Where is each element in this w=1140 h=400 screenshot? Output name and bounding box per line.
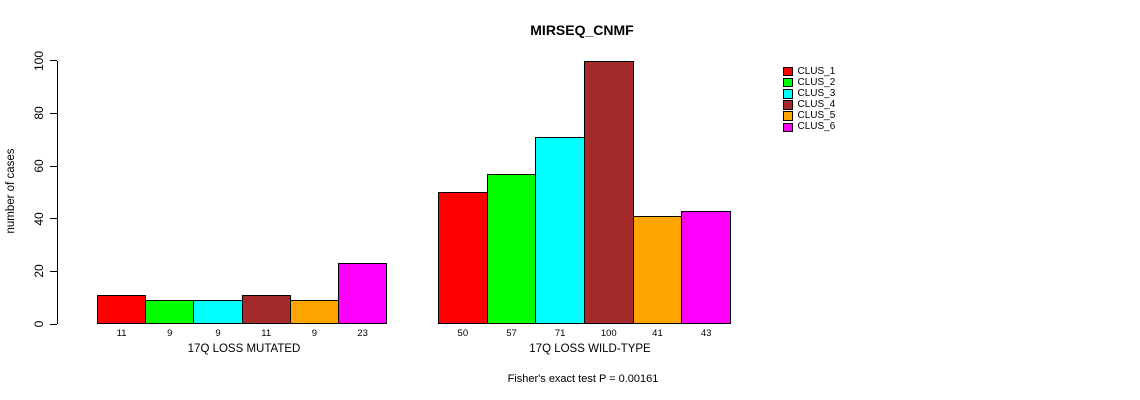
legend-item-label: CLUS_1 — [797, 65, 836, 77]
category-label-group1: 17Q LOSS MUTATED — [187, 343, 301, 355]
bar-value-label: 23 — [357, 328, 368, 339]
y-tick — [50, 218, 57, 220]
bar-clus_2-group2 — [486, 173, 537, 324]
bar-clus_1-group2 — [438, 192, 488, 324]
legend-item-clus_2: CLUS_2 — [783, 77, 835, 88]
legend-item-clus_4: CLUS_4 — [783, 99, 835, 110]
y-tick — [50, 60, 57, 62]
bar-value-label: 71 — [554, 328, 566, 339]
y-tick-label: 100 — [32, 50, 46, 71]
bar-clus_3-group1 — [193, 300, 243, 324]
legend-item-clus_6: CLUS_6 — [783, 122, 835, 133]
bar-clus_5-group1 — [289, 300, 339, 324]
legend-item-clus_5: CLUS_5 — [783, 111, 835, 122]
bar-value-label: 50 — [457, 328, 469, 339]
y-tick-label: 40 — [32, 211, 46, 226]
legend: CLUS_1 CLUS_2 CLUS_3 CLUS_4 CLUS_5 CLUS_6 — [783, 66, 835, 133]
fisher-test-annotation: Fisher's exact test P = 0.00161 — [507, 373, 659, 385]
y-tick-label: 20 — [32, 264, 46, 279]
legend-item-label: CLUS_5 — [797, 110, 836, 122]
y-tick — [50, 165, 57, 167]
y-tick-label: 0 — [32, 320, 46, 328]
bar-value-label: 11 — [261, 328, 272, 339]
y-tick — [50, 270, 57, 272]
bar-clus_4-group1 — [241, 295, 291, 324]
legend-item-clus_3: CLUS_3 — [783, 88, 835, 99]
bar-clus_5-group2 — [632, 216, 683, 324]
legend-swatch-clus_3 — [783, 89, 793, 99]
y-axis-label: number of cases — [5, 148, 17, 234]
legend-item-label: CLUS_6 — [797, 121, 836, 133]
bar-value-label: 43 — [700, 328, 712, 339]
bar-value-label: 57 — [506, 328, 517, 339]
legend-swatch-clus_1 — [783, 66, 793, 77]
bar-value-label: 9 — [215, 328, 221, 339]
legend-swatch-clus_2 — [783, 77, 793, 88]
legend-item-clus_1: CLUS_1 — [783, 66, 835, 77]
bar-value-label: 9 — [167, 328, 173, 339]
bar-clus_4-group2 — [583, 60, 634, 324]
category-label-group2: 17Q LOSS WILD-TYPE — [529, 343, 651, 355]
bar-value-label: 9 — [311, 328, 318, 339]
y-axis-line — [57, 60, 58, 324]
chart-title: MIRSEQ_CNMF — [530, 22, 634, 38]
bar-clus_2-group1 — [145, 300, 195, 324]
bar-value-label: 41 — [652, 328, 663, 339]
legend-swatch-clus_4 — [783, 100, 793, 110]
y-tick-label: 60 — [32, 159, 46, 173]
legend-item-label: CLUS_2 — [797, 76, 836, 88]
bar-clus_3-group2 — [535, 137, 585, 324]
bar-clus_6-group1 — [338, 263, 388, 324]
y-tick — [50, 112, 57, 114]
legend-item-label: CLUS_3 — [797, 87, 836, 99]
legend-swatch-clus_6 — [783, 122, 793, 133]
bar-clus_1-group1 — [97, 295, 147, 324]
bar-clus_6-group2 — [681, 210, 731, 324]
bar-value-label: 11 — [116, 328, 127, 339]
legend-swatch-clus_5 — [783, 111, 793, 121]
y-tick — [50, 323, 57, 325]
y-tick-label: 80 — [32, 106, 46, 121]
legend-item-label: CLUS_4 — [797, 99, 836, 111]
bar-value-label: 100 — [600, 328, 617, 339]
